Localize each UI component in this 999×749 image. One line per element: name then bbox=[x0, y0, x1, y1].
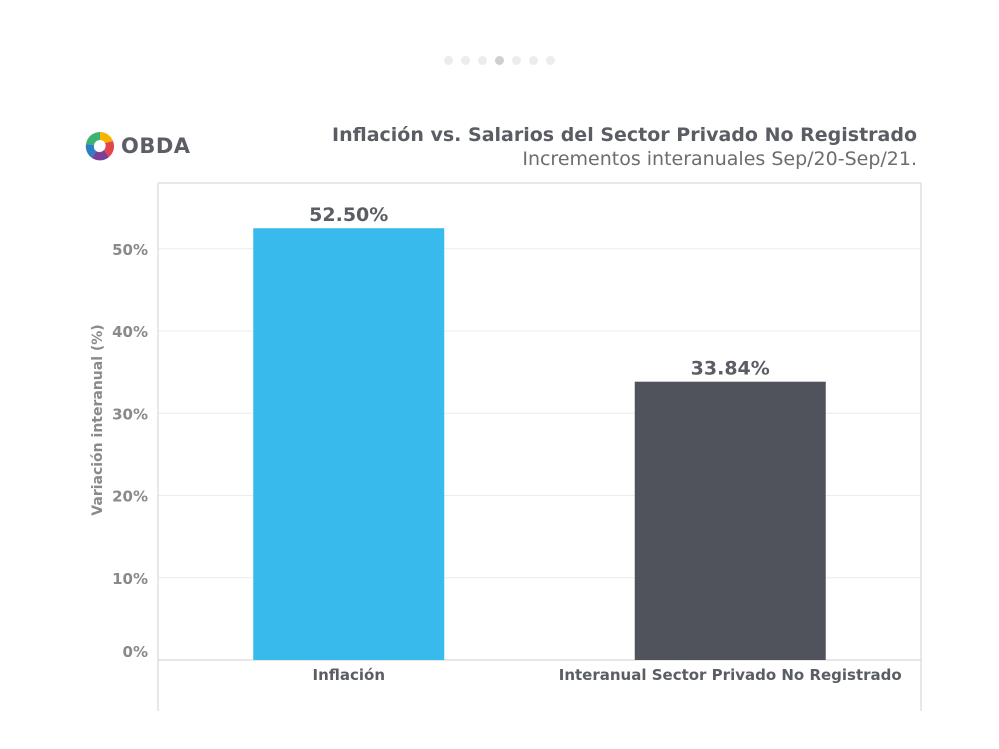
chart-title: Inflación vs. Salarios del Sector Privad… bbox=[332, 124, 917, 146]
bar-1 bbox=[253, 228, 445, 660]
data-label-2: 33.84% bbox=[691, 358, 770, 380]
x-tick-label-1: Inflación bbox=[312, 666, 385, 684]
chart-subtitle: Incrementos interanuales Sep/20-Sep/21. bbox=[522, 148, 917, 170]
slide-dot-6[interactable] bbox=[529, 56, 538, 65]
y-tick-label: 10% bbox=[112, 570, 148, 588]
slide-dot-3[interactable] bbox=[478, 56, 487, 65]
obda-logo-icon bbox=[85, 131, 115, 161]
data-label-1: 52.50% bbox=[309, 204, 388, 226]
slide-indicator bbox=[444, 56, 555, 65]
slide-dot-1[interactable] bbox=[444, 56, 453, 65]
x-tick-label-2: Interanual Sector Privado No Registrado bbox=[559, 666, 902, 684]
obda-logo: OBDA bbox=[84, 130, 191, 162]
slide-dot-4[interactable] bbox=[495, 56, 504, 65]
bar-2 bbox=[634, 381, 826, 660]
slide-dot-5[interactable] bbox=[512, 56, 521, 65]
y-tick-label: 20% bbox=[112, 488, 148, 506]
logo-text: OBDA bbox=[121, 134, 191, 158]
y-axis-label: Variación interanual (%) bbox=[90, 324, 106, 515]
y-tick-label: 50% bbox=[112, 241, 148, 259]
slide-dot-7[interactable] bbox=[546, 56, 555, 65]
y-tick-label: 40% bbox=[112, 323, 148, 341]
slide-dot-2[interactable] bbox=[461, 56, 470, 65]
y-tick-label: 0% bbox=[123, 643, 148, 661]
y-tick-label: 30% bbox=[112, 405, 148, 423]
